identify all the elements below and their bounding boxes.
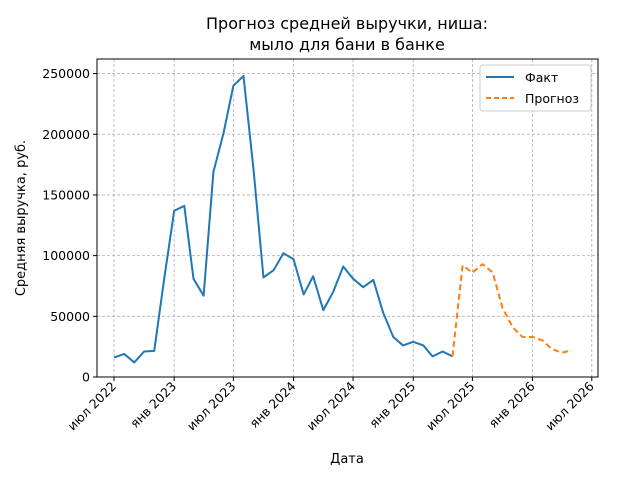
y-axis-label: Средняя выручка, руб. [14,140,29,296]
y-tick-label: 100000 [42,248,90,263]
y-axis-ticks: 0 50000 100000 150000 200000 250000 [42,66,97,385]
chart-title-line-2: мыло для бани в банке [249,35,445,54]
x-tick-label: янв 2024 [246,378,298,430]
grid-lines [97,59,598,378]
x-tick-label: июл 2023 [184,379,239,434]
y-tick-label: 50000 [50,309,90,324]
x-tick-label: июл 2024 [303,378,358,433]
x-tick-label: янв 2025 [366,379,418,431]
legend: Факт Прогноз [479,64,592,112]
chart-title-line-1: Прогноз средней выручки, ниша: [206,14,488,33]
x-tick-label: янв 2026 [485,378,537,430]
series-line-forecast [451,263,573,357]
x-tick-label: янв 2023 [127,379,179,431]
y-tick-label: 0 [82,370,90,385]
series-line-fact [113,74,453,364]
plot-series [113,74,573,364]
legend-label-forecast: Прогноз [525,91,579,106]
y-tick-label: 200000 [42,127,90,142]
x-tick-label: июл 2022 [64,379,119,434]
x-tick-label: июл 2026 [542,378,597,433]
plot-frame [96,58,599,378]
y-tick-label: 150000 [42,187,90,202]
x-tick-label: июл 2025 [423,379,478,434]
x-axis-label: Дата [330,452,364,467]
x-axis-ticks: июл 2022 янв 2023 июл 2023 янв 2024 июл 2024… [64,377,597,433]
legend-label-fact: Факт [525,70,558,85]
y-tick-label: 250000 [42,66,90,81]
